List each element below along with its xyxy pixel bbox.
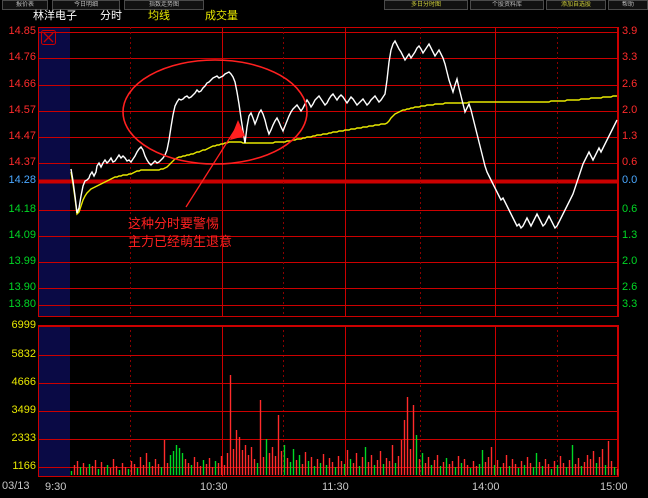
price-axis-label-5: 14.37 bbox=[8, 156, 36, 168]
price-axis-label-8: 14.09 bbox=[8, 229, 36, 241]
percent-axis-label-1: 3.3 bbox=[622, 51, 638, 63]
percent-axis-label-7: 0.6 bbox=[622, 203, 638, 215]
time-tick-1: 10:30 bbox=[200, 481, 228, 493]
annotation-arrow-head bbox=[230, 120, 245, 140]
percent-axis-label-6: 0.0 bbox=[622, 174, 638, 186]
price-axis-label-3: 14.57 bbox=[8, 104, 36, 116]
date-label: 03/13 bbox=[2, 480, 30, 492]
price-line bbox=[70, 39, 618, 230]
toolbar-button-multiday[interactable]: 多日分时图 bbox=[384, 0, 468, 10]
chart-header: 林洋电子 分时 均线 成交量 bbox=[0, 9, 648, 23]
price-panel-bg bbox=[38, 27, 618, 317]
price-axis-label-11: 13.80 bbox=[8, 298, 36, 310]
volume-axis-label-1: 5832 bbox=[11, 348, 36, 360]
price-axis-label-7: 14.18 bbox=[8, 203, 36, 215]
highlight-ellipse bbox=[122, 59, 308, 165]
percent-axis-label-8: 1.3 bbox=[622, 229, 638, 241]
percent-axis-label-9: 2.0 bbox=[622, 255, 638, 267]
toolbar-button-today-detail[interactable]: 今日明细 bbox=[52, 0, 120, 10]
close-icon[interactable] bbox=[43, 32, 54, 43]
percent-axis-label-3: 2.0 bbox=[622, 104, 638, 116]
percent-axis-label-11: 3.3 bbox=[622, 298, 638, 310]
annotation-line-1: 这种分时要警惕 bbox=[128, 216, 219, 231]
price-axis-label-0: 14.85 bbox=[8, 25, 36, 37]
volume-axis-label-5: 1166 bbox=[12, 460, 36, 472]
percent-axis-label-4: 1.3 bbox=[622, 130, 638, 142]
time-tick-3: 14:00 bbox=[472, 481, 500, 493]
toolbar-button-add-favorite[interactable]: 添加自选股 bbox=[546, 0, 606, 10]
tab-moving-average[interactable]: 均线 bbox=[148, 10, 170, 22]
top-toolbar: 报价表 今日明细 指数走势图 多日分时图 个股资料库 添加自选股 帮助 bbox=[0, 0, 648, 10]
time-tick-0: 9:30 bbox=[45, 481, 67, 493]
annotation-arrow-shaft bbox=[185, 124, 239, 208]
toolbar-button-quote-table[interactable]: 报价表 bbox=[2, 0, 48, 10]
percent-axis-label-0: 3.9 bbox=[622, 25, 638, 37]
percent-axis-label-5: 0.6 bbox=[622, 156, 638, 168]
percent-axis-label-2: 2.6 bbox=[622, 78, 638, 90]
price-axis-label-6: 14.28 bbox=[8, 174, 36, 186]
volume-axis-label-4: 2333 bbox=[11, 432, 36, 444]
tab-intraday[interactable]: 分时 bbox=[100, 10, 122, 22]
price-axis-label-4: 14.47 bbox=[8, 130, 36, 142]
toolbar-button-stock-info[interactable]: 个股资料库 bbox=[470, 0, 544, 10]
price-axis-label-2: 14.66 bbox=[8, 78, 36, 90]
price-axis-label-10: 13.90 bbox=[8, 281, 36, 293]
percent-axis-label-10: 2.6 bbox=[622, 281, 638, 293]
volume-axis-label-2: 4666 bbox=[11, 376, 36, 388]
price-axis-label-9: 13.99 bbox=[8, 255, 36, 267]
time-tick-4: 15:00 bbox=[600, 481, 628, 493]
preopen-block-volume bbox=[38, 325, 70, 477]
stock-name-label: 林洋电子 bbox=[33, 10, 77, 22]
volume-axis-label-3: 3499 bbox=[11, 404, 36, 416]
close-x-box[interactable] bbox=[41, 30, 56, 45]
toolbar-button-index-chart[interactable]: 指数走势图 bbox=[124, 0, 204, 10]
volume-panel-bg bbox=[38, 325, 618, 477]
price-axis-label-1: 14.76 bbox=[8, 51, 36, 63]
preopen-block-price bbox=[38, 27, 70, 317]
volume-axis-label-0: 6999 bbox=[11, 319, 36, 331]
tab-volume[interactable]: 成交量 bbox=[205, 10, 238, 22]
ma-line bbox=[70, 95, 617, 216]
annotation-line-2: 主力已经萌生退意 bbox=[128, 234, 232, 249]
time-axis: 9:30 10:30 11:30 14:00 15:00 bbox=[0, 480, 648, 496]
volume-panel-frame bbox=[38, 325, 618, 477]
time-tick-2: 11:30 bbox=[322, 481, 349, 493]
